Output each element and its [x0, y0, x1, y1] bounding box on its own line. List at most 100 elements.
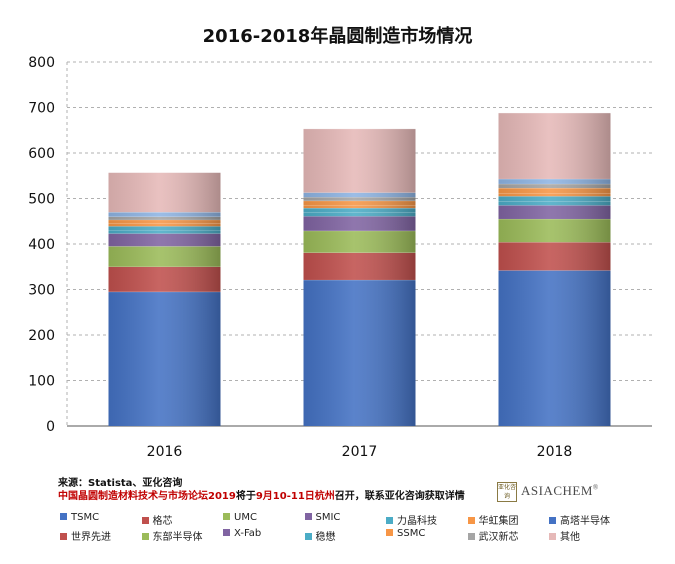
bar-segment-shade: [303, 192, 416, 198]
promo-note: 中国晶圆制造材料技术与市场论坛2019将于9月10-11日杭州召开，联系亚化咨询…: [58, 487, 465, 502]
bar-segment-shade: [498, 270, 611, 426]
bar-segment-shade: [303, 279, 416, 426]
y-tick-label: 700: [28, 101, 55, 117]
legend-item: 东部半导体: [141, 528, 203, 543]
legend-item: 格芯: [141, 512, 173, 527]
bar-segment-shade: [498, 218, 611, 243]
bar-segment-shade: [498, 178, 611, 184]
legend-label: UMC: [234, 512, 257, 523]
legend-swatch: [386, 517, 393, 524]
legend-label: X-Fab: [234, 528, 262, 539]
legend-swatch: [386, 529, 393, 536]
legend-swatch: [141, 517, 149, 524]
legend-label: TSMC: [71, 512, 100, 523]
y-tick-label: 400: [28, 237, 55, 253]
legend-swatch: [141, 533, 149, 540]
y-tick-label: 100: [28, 374, 55, 390]
bar-segment-shade: [498, 196, 611, 202]
legend-swatch: [223, 513, 230, 520]
y-axis-ticks: 0 100 200 300 400 500 600 700 800: [28, 55, 55, 435]
bar-segment-shade: [108, 172, 221, 213]
bar-segment-shade: [303, 252, 416, 280]
bar-segment-shade: [303, 205, 416, 209]
legend-swatch: [304, 513, 312, 520]
y-tick-label: 300: [28, 283, 55, 299]
bar-segment-shade: [108, 291, 221, 426]
bar-segment-shade: [108, 219, 221, 224]
legend-label: 世界先进: [71, 532, 111, 543]
promo-tail: 召开，联系亚化咨询获取详情: [334, 491, 465, 502]
legend-label: 高塔半导体: [560, 516, 610, 527]
x-axis-ticks: 2016 2017 2018: [147, 444, 573, 460]
x-tick-label: 2018: [537, 444, 573, 460]
legend-item: 世界先进: [60, 528, 111, 543]
legend-item: UMC: [223, 512, 257, 523]
logo-text: ASIACHEM®: [521, 483, 599, 498]
bar-segment-shade: [108, 246, 221, 267]
legend-swatch: [549, 533, 556, 540]
promo-mid: 将于: [235, 491, 256, 502]
y-tick-label: 600: [28, 146, 55, 162]
legend-swatch: [223, 529, 230, 536]
bar-segment-shade: [498, 112, 611, 179]
bar-segment-shade: [498, 183, 611, 189]
legend-swatch: [304, 533, 312, 540]
legend-item: 力晶科技: [386, 512, 437, 527]
legend-item: 其他: [549, 528, 580, 543]
bar-segment-shade: [498, 188, 611, 194]
stacked-bar-chart: 0 100 200 300 400 500 600 700 800 2016 2017 2018: [28, 55, 652, 460]
bar-segment-shade: [498, 201, 611, 206]
bar-segment-shade: [303, 230, 416, 253]
legend-swatch: [467, 517, 475, 524]
bar-segment-shade: [108, 230, 221, 234]
bar-segment-shade: [108, 216, 221, 220]
legend-label: 稳懋: [315, 532, 336, 543]
promo-forum: 中国晶圆制造材料技术与市场论坛: [58, 491, 208, 502]
legend-item: 高塔半导体: [549, 512, 610, 527]
y-tick-label: 500: [28, 192, 55, 208]
x-tick-label: 2017: [342, 444, 378, 460]
legend-swatch: [60, 533, 67, 540]
legend-item: 武汉新芯: [467, 528, 519, 543]
x-tick-label: 2016: [147, 444, 183, 460]
legend-item: TSMC: [60, 512, 99, 523]
chart-title: 2016-2018年晶圆制造市场情况: [202, 26, 473, 47]
bar-segment-shade: [108, 266, 221, 292]
bar-segment-shade: [303, 208, 416, 213]
legend-label: 华虹集团: [478, 516, 519, 527]
y-tick-label: 0: [46, 419, 55, 435]
legend-label: SSMC: [397, 528, 426, 539]
bar-segment-shade: [498, 193, 611, 197]
bar-segment-shade: [303, 197, 416, 201]
bar-segment-shade: [303, 212, 416, 217]
legend-item: SMIC: [304, 512, 340, 523]
legend-item: X-Fab: [223, 528, 261, 539]
source-note: 来源：Statista、亚化咨询: [58, 478, 183, 489]
legend-item: 稳懋: [304, 528, 336, 543]
promo-date: 9月10-11日杭州: [255, 491, 335, 502]
bar-segment-shade: [303, 200, 416, 206]
legend-item: 华虹集团: [467, 512, 519, 527]
y-tick-label: 800: [28, 55, 55, 71]
bars: [108, 112, 611, 426]
logo-seal-icon: 亚化咨询: [497, 482, 517, 502]
bar-segment-shade: [303, 216, 416, 231]
bar-segment-shade: [303, 128, 416, 193]
bar-segment-shade: [108, 223, 221, 227]
bar-segment-shade: [108, 226, 221, 231]
legend-label: 武汉新芯: [478, 532, 519, 543]
bar-segment-shade: [108, 212, 221, 217]
legend-label: 力晶科技: [397, 516, 437, 527]
promo-year: 2019: [208, 491, 236, 502]
bar-segment-shade: [498, 242, 611, 271]
legend-swatch: [467, 533, 475, 540]
legend-label: 其他: [560, 532, 580, 543]
bar-segment-shade: [498, 205, 611, 219]
bar-segment-shade: [108, 233, 221, 247]
legend-item: SSMC: [386, 528, 425, 539]
legend-swatch: [60, 513, 67, 520]
y-tick-label: 200: [28, 328, 55, 344]
legend-label: 格芯: [152, 516, 173, 527]
legend-swatch: [549, 517, 556, 524]
legend-label: 东部半导体: [152, 532, 203, 543]
